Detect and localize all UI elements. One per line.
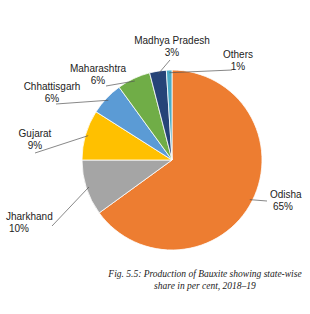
category-label: Odisha bbox=[270, 189, 302, 200]
pie bbox=[82, 70, 262, 250]
value-label: 65% bbox=[273, 201, 293, 212]
chart: Odisha65% Jharkhand10% Gujarat9% Chhattisga… bbox=[0, 0, 310, 314]
pie-slice bbox=[150, 70, 172, 160]
value-label: 6% bbox=[91, 75, 106, 86]
leader-line bbox=[56, 100, 108, 104]
leader-line bbox=[106, 81, 135, 86]
labels: Odisha65% Jharkhand10% Gujarat9% Chhattisga… bbox=[6, 35, 302, 234]
category-label: Chhattisgarh bbox=[24, 81, 81, 92]
category-label: Jharkhand bbox=[6, 211, 53, 222]
leader-line bbox=[169, 70, 232, 73]
leader-line bbox=[250, 200, 267, 201]
pie-slice bbox=[82, 160, 172, 213]
category-label: Others bbox=[223, 49, 253, 60]
value-label: 1% bbox=[231, 61, 246, 72]
value-label: 3% bbox=[165, 47, 180, 58]
value-label: 9% bbox=[28, 140, 43, 151]
value-label: 10% bbox=[9, 223, 29, 234]
category-label: Maharashtra bbox=[70, 63, 127, 74]
chart-title: Fig. 5.5: Production of Bauxite showing … bbox=[107, 269, 301, 291]
leader-line bbox=[158, 60, 170, 74]
pie-slice bbox=[166, 70, 172, 160]
value-label: 6% bbox=[45, 93, 60, 104]
category-label: Madhya Pradesh bbox=[134, 35, 210, 46]
leader-line bbox=[52, 187, 89, 226]
category-label: Gujarat bbox=[19, 128, 52, 139]
